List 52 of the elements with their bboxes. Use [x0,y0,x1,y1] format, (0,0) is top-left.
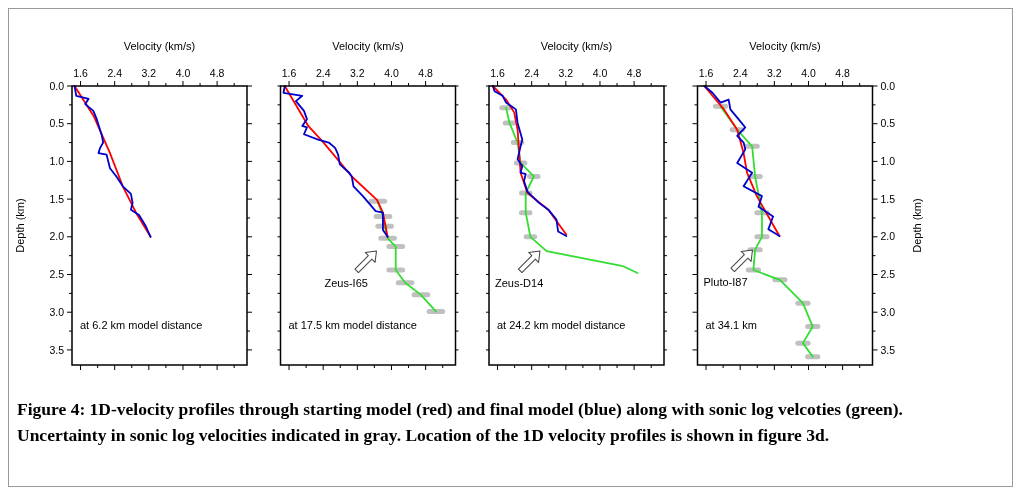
x-tick-label: 2.4 [524,67,540,79]
x-tick-label: 3.2 [350,67,365,79]
x-tick-label: 4.0 [384,67,399,79]
x-tick-label: 4.0 [801,67,816,79]
y2-tick-label: 1.0 [880,155,896,168]
line-series [73,85,152,238]
y-tick-label: 1.0 [49,155,65,168]
x-tick-label: 2.4 [107,67,123,79]
y-tick-label: 3.5 [49,343,65,356]
annotation: Zeus-I65 [324,277,368,289]
y2-tick-label: 0.0 [880,79,896,92]
annotation: at 34.1 km [705,319,757,331]
annotation: at 17.5 km model distance [288,319,417,331]
annotation: Pluto-I87 [703,276,748,288]
y-axis-title: Depth (km) [14,198,26,253]
y2-tick-label: 2.5 [880,268,896,281]
line-series [703,85,781,237]
y2-tick-label: 2.0 [880,230,896,243]
y-tick-label: 1.5 [49,192,65,205]
x-tick-label: 2.4 [315,67,331,79]
x-tick-label: 4.8 [835,67,851,79]
x-tick-label: 1.6 [490,67,505,79]
x-tick-label: 1.6 [698,67,714,79]
x-tick-label: 3.2 [767,67,782,79]
x-axis-title: Velocity (km/s) [332,40,404,52]
y-tick-label: 2.0 [49,230,65,243]
y2-tick-label: 3.0 [880,305,896,318]
x-tick-label: 1.6 [73,67,88,79]
y-tick-label: 0.0 [49,79,65,92]
annotation: Zeus-D14 [495,277,544,289]
x-tick-label: 2.4 [732,67,748,79]
y-tick-label: 3.0 [49,305,65,318]
x-axis-title: Velocity (km/s) [540,40,613,52]
text: Figure 4: 1D-velocity profiles through starting model (red) and final model (blue) along with sonic log velcoties (green). Uncertainty in sonic log velocities indicated in gray. Location of the 1D velocity profiles is shown in figure 3d. [17,398,904,447]
y-tick-label: 2.5 [49,268,65,281]
x-tick-label: 4.8 [418,67,434,79]
annotation: at 24.2 km model distance [497,319,626,331]
y2-tick-label: 1.5 [880,192,896,205]
x-axis-title: Velocity (km/s) [123,40,196,52]
annotation: at 6.2 km model distance [80,319,203,331]
x-axis-title: Velocity (km/s) [749,40,821,52]
x-tick-label: 4.0 [592,67,608,79]
y2-axis-title: Depth (km) [910,198,923,253]
y-tick-label: 0.5 [49,117,65,130]
y2-tick-label: 0.5 [880,117,896,130]
x-tick-label: 4.8 [209,67,225,79]
x-tick-label: 4.8 [626,67,642,79]
x-tick-label: 3.2 [141,67,157,79]
x-tick-label: 1.6 [281,67,297,79]
x-tick-label: 3.2 [558,67,574,79]
x-tick-label: 4.0 [175,67,191,79]
y2-tick-label: 3.5 [880,343,896,356]
